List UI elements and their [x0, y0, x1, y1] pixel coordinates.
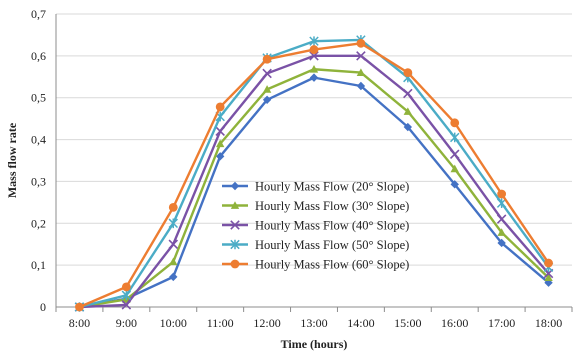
data-point [309, 73, 319, 82]
legend: Hourly Mass Flow (20° Slope) Hourly Mass … [222, 180, 409, 272]
data-point [403, 68, 413, 77]
x-tick-label: 15:00 [394, 316, 421, 330]
data-point [169, 272, 178, 282]
data-point [450, 180, 459, 189]
x-tick-label: 12:00 [253, 316, 280, 330]
data-point [356, 51, 366, 61]
y-tick-label: 0,3 [31, 174, 46, 188]
legend-label: Hourly Mass Flow (40° Slope) [255, 219, 409, 233]
data-point [309, 65, 319, 73]
data-point [497, 228, 506, 236]
y-tick-label: 0,6 [31, 49, 46, 63]
data-point [403, 107, 413, 115]
data-point [75, 302, 84, 312]
x-tick-label: 8:00 [69, 316, 90, 330]
data-point [168, 239, 179, 249]
data-point [449, 132, 460, 143]
legend-label: Hourly Mass Flow (20° Slope) [255, 180, 409, 194]
legend-entry: Hourly Mass Flow (20° Slope) [222, 180, 409, 194]
data-point [262, 68, 272, 79]
x-tick-label: 17:00 [488, 316, 515, 330]
data-point [168, 218, 179, 229]
series-5 [75, 38, 553, 312]
legend-entry: Hourly Mass Flow (40° Slope) [222, 219, 409, 233]
y-tick-label: 0,4 [31, 133, 46, 147]
data-point [121, 300, 132, 310]
data-point [497, 238, 506, 248]
data-point [309, 51, 319, 61]
data-point [215, 102, 225, 112]
y-tick-label: 0 [40, 300, 46, 314]
x-tick-label: 11:00 [207, 316, 234, 330]
data-point [356, 68, 366, 76]
data-point [496, 214, 507, 224]
data-point [403, 88, 413, 99]
data-point [449, 149, 460, 159]
data-point [121, 282, 131, 292]
x-tick-labels: 8:00 9:00 10:00 11:00 12:00 13:00 14:00 15:00 16… [69, 316, 562, 330]
data-point [544, 273, 553, 282]
data-point [262, 95, 272, 105]
y-tick-label: 0,2 [31, 216, 46, 230]
legend-swatch-marker [230, 220, 240, 230]
legend-label: Hourly Mass Flow (50° Slope) [255, 238, 409, 252]
data-point [356, 81, 366, 91]
legend-entry: Hourly Mass Flow (50° Slope) [222, 238, 409, 252]
legend-swatch-marker [230, 181, 240, 191]
x-tick-label: 18:00 [535, 316, 562, 330]
data-point [168, 202, 178, 212]
x-tick-label: 16:00 [441, 316, 468, 330]
y-axis-title: Mass flow rate [5, 122, 19, 198]
y-tick-label: 0,7 [31, 7, 46, 21]
data-point [309, 36, 319, 47]
y-tick-label: 0,5 [31, 91, 46, 105]
x-tick-label: 9:00 [116, 316, 137, 330]
legend-entry: Hourly Mass Flow (60° Slope) [222, 258, 409, 272]
data-point [544, 278, 553, 287]
data-point [121, 290, 132, 301]
data-point [262, 85, 272, 93]
data-point [544, 258, 553, 268]
x-axis-title: Time (hours) [281, 337, 348, 351]
data-point [356, 38, 366, 48]
axes [55, 14, 573, 312]
x-tick-label: 14:00 [347, 316, 374, 330]
series-lines [74, 35, 554, 312]
legend-entry: Hourly Mass Flow (30° Slope) [222, 199, 409, 213]
data-point [215, 139, 225, 148]
data-point [450, 118, 460, 128]
data-point [403, 122, 413, 132]
legend-swatch-marker [230, 201, 240, 209]
data-point [215, 126, 225, 136]
data-point [262, 54, 272, 64]
x-tick-label: 10:00 [160, 316, 187, 330]
legend-swatch-marker [230, 239, 240, 250]
data-point [309, 45, 319, 54]
x-tick-label: 13:00 [300, 316, 327, 330]
y-tick-labels: 0 0,1 0,2 0,3 0,4 0,5 0,6 0,7 [31, 7, 46, 314]
legend-label: Hourly Mass Flow (60° Slope) [255, 258, 409, 272]
data-point [496, 198, 507, 208]
data-point [450, 164, 459, 173]
data-point [497, 189, 507, 199]
data-point [169, 257, 178, 266]
data-point [215, 152, 225, 161]
legend-swatch-marker [230, 259, 240, 269]
legend-label: Hourly Mass Flow (30° Slope) [255, 199, 409, 213]
y-tick-label: 0,1 [31, 258, 46, 272]
